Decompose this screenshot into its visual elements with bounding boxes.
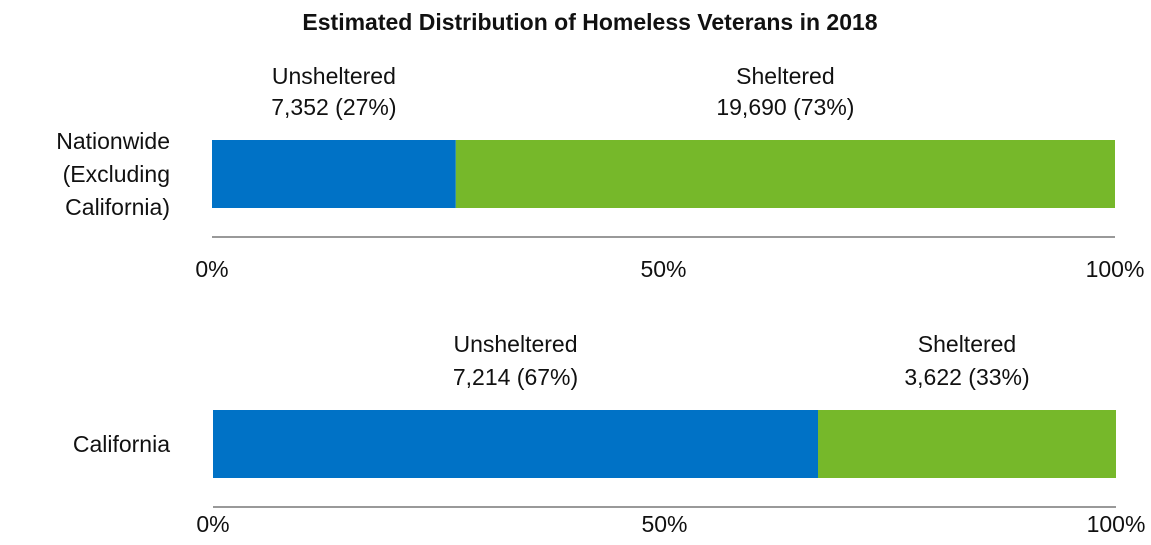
segment-value-label: 19,690 (73%) xyxy=(716,94,854,120)
bar-segment-unsheltered xyxy=(213,410,818,478)
x-tick-label: 0% xyxy=(195,256,228,282)
category-label: Nationwide xyxy=(56,128,170,154)
x-tick-label: 50% xyxy=(640,256,686,282)
bar-segment-sheltered xyxy=(818,410,1116,478)
segment-value-label: 7,352 (27%) xyxy=(271,94,396,120)
x-tick-label: 50% xyxy=(641,511,687,537)
segment-value-label: 3,622 (33%) xyxy=(904,364,1029,390)
segment-name-label: Unsheltered xyxy=(453,331,577,357)
segment-value-label: 7,214 (67%) xyxy=(453,364,578,390)
segment-name-label: Unsheltered xyxy=(272,63,396,89)
x-tick-label: 100% xyxy=(1087,511,1146,537)
chart-title: Estimated Distribution of Homeless Veter… xyxy=(302,9,877,35)
category-label: California) xyxy=(65,194,170,220)
segment-name-label: Sheltered xyxy=(736,63,834,89)
bar-segment-unsheltered xyxy=(212,140,456,208)
category-label: (Excluding xyxy=(63,161,170,187)
category-label: California xyxy=(73,431,170,457)
x-tick-label: 100% xyxy=(1086,256,1145,282)
x-tick-label: 0% xyxy=(196,511,229,537)
segment-name-label: Sheltered xyxy=(918,331,1016,357)
bar-segment-sheltered xyxy=(456,140,1115,208)
